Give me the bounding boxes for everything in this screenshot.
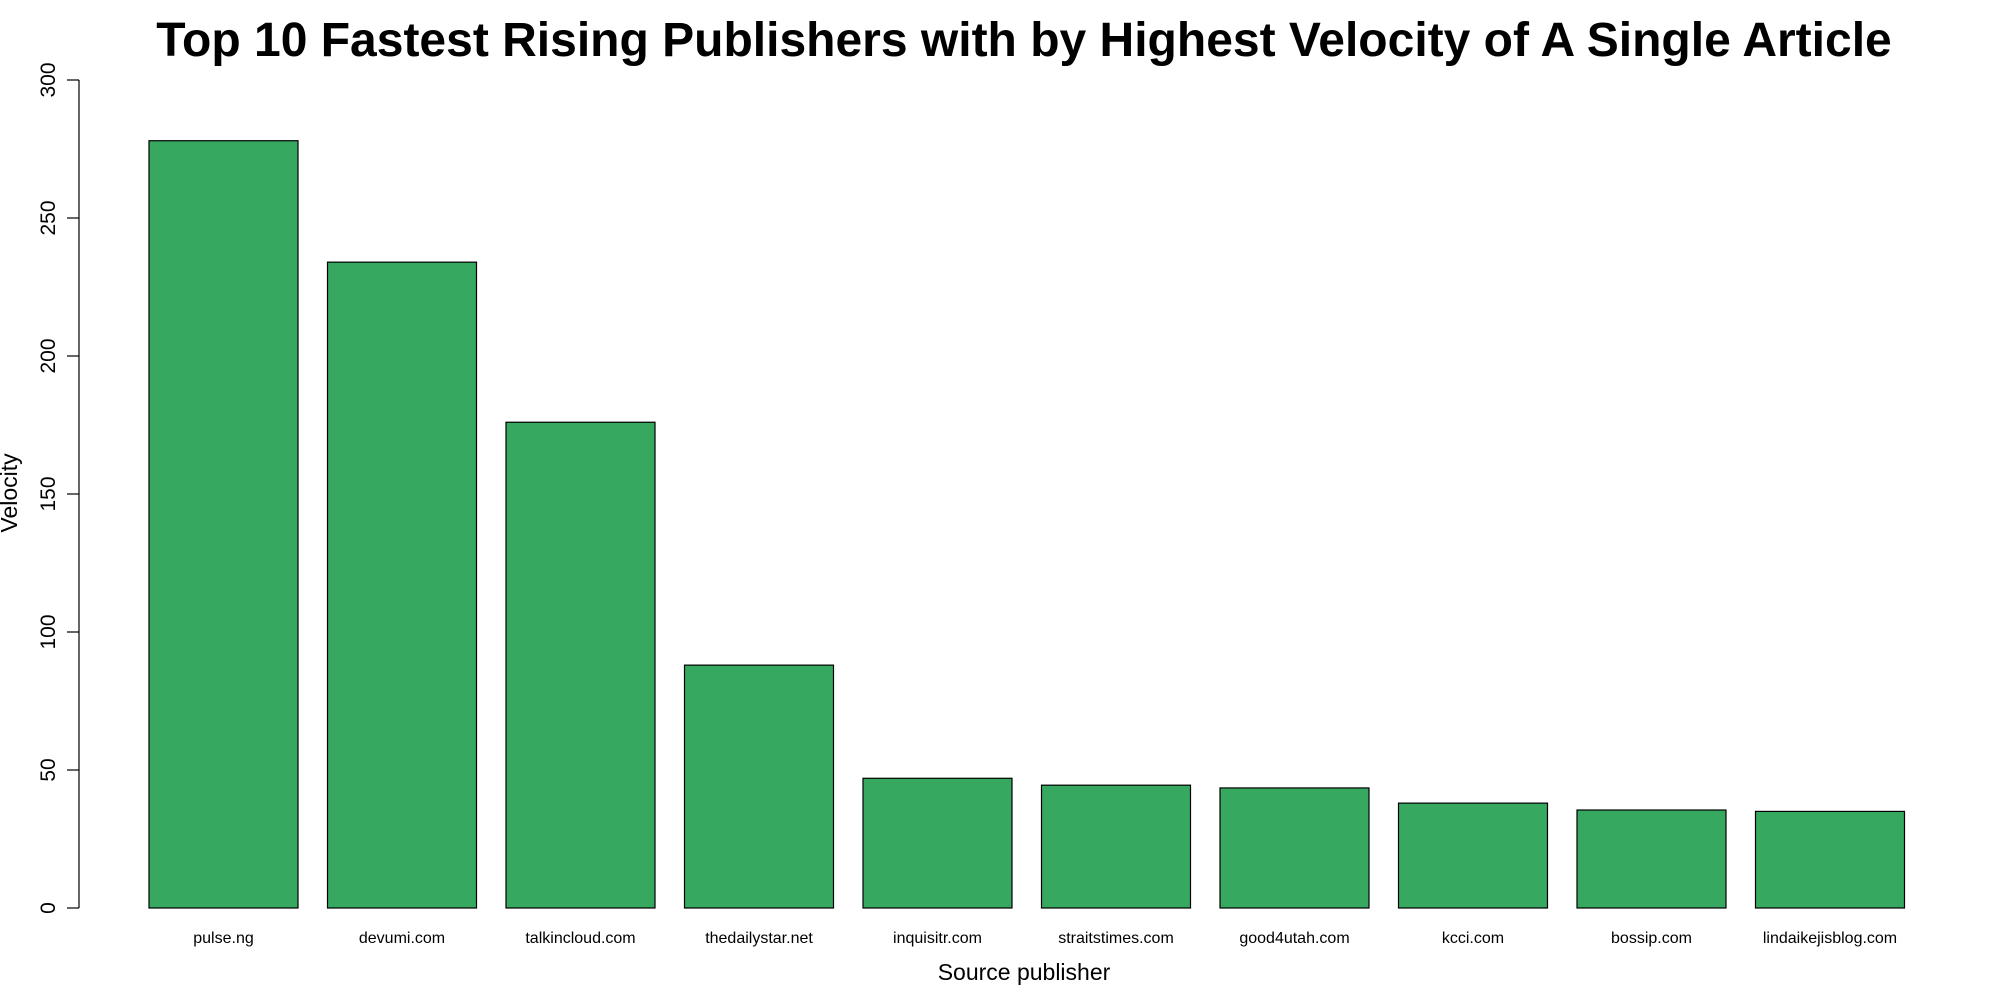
y-tick-label: 100 <box>37 614 60 649</box>
y-axis-title: Velocity <box>0 453 22 533</box>
x-tick-label: inquisitr.com <box>893 930 982 947</box>
x-tick-label: devumi.com <box>359 930 445 947</box>
y-tick-label: 200 <box>37 338 60 373</box>
bar-inquisitr-com <box>862 777 1013 909</box>
bar-straitstimes-com <box>1040 784 1192 909</box>
bar-lindaikejisblog-com <box>1754 810 1906 909</box>
x-axis-title: Source publisher <box>938 959 1111 985</box>
bar-kcci-com <box>1397 802 1549 909</box>
x-tick-label: talkincloud.com <box>525 930 635 947</box>
x-tick-label: straitstimes.com <box>1058 930 1174 947</box>
y-axis: 0 50 100 150 200 250 300 <box>37 62 80 914</box>
x-tick-label: bossip.com <box>1611 930 1692 947</box>
bar-thedailystar-net <box>683 664 835 909</box>
y-tick-label: 0 <box>37 902 60 914</box>
bar-pulse-ng <box>148 140 299 909</box>
x-tick-label: good4utah.com <box>1239 930 1349 947</box>
x-tick-label: lindaikejisblog.com <box>1763 930 1897 947</box>
bar-devumi-com <box>326 261 478 909</box>
x-tick-label: kcci.com <box>1442 930 1504 947</box>
y-tick-label: 150 <box>37 476 60 511</box>
chart-title: Top 10 Fastest Rising Publishers with by… <box>156 14 1891 67</box>
x-tick-label: thedailystar.net <box>705 930 813 947</box>
bar-talkincloud-com <box>505 421 656 909</box>
y-tick-label: 250 <box>37 200 60 235</box>
x-tick-labels: pulse.ng devumi.com talkincloud.com thedail… <box>193 930 1897 947</box>
bar-good4utah-com <box>1219 787 1370 909</box>
y-tick-label: 300 <box>37 62 60 97</box>
y-tick-label: 50 <box>37 758 60 781</box>
x-tick-label: pulse.ng <box>193 930 254 947</box>
bar-bossip-com <box>1576 809 1727 909</box>
bars-group <box>148 140 1906 909</box>
